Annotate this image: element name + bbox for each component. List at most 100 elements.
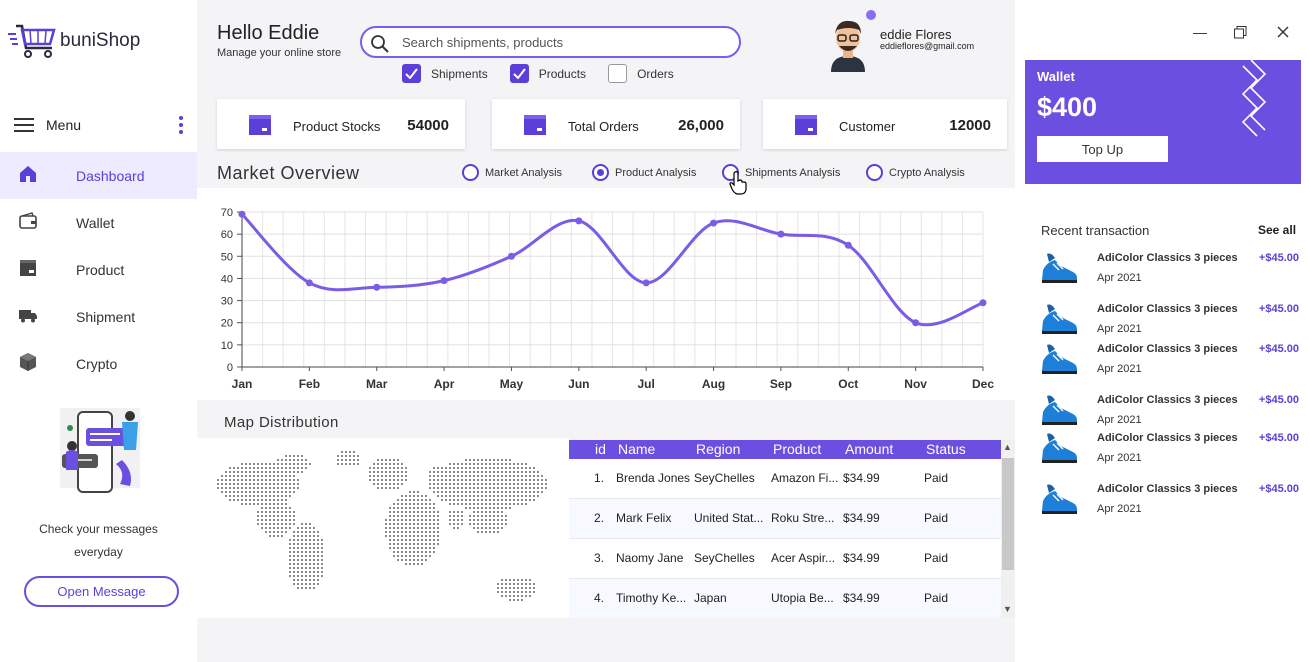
hamburger-icon[interactable] (14, 118, 34, 132)
table-row[interactable]: 4. Timothy Ke... Japan Utopia Be... $34.… (569, 579, 1001, 618)
radio-crypto-analysis[interactable]: Crypto Analysis (866, 164, 965, 181)
cell-region: Japan (694, 591, 727, 605)
map-dot (453, 523, 455, 525)
radio-label: Market Analysis (485, 166, 563, 179)
sidebar-item-dashboard[interactable]: Dashboard (0, 152, 197, 199)
map-dot (297, 467, 299, 469)
map-dot (473, 459, 475, 461)
map-dot (265, 483, 267, 485)
main-content: Hello Eddie Manage your online store Sea… (197, 0, 1015, 662)
table-row[interactable]: 3. Naomy Jane SeyChelles Acer Aspir... $… (569, 539, 1001, 579)
map-dot (293, 479, 295, 481)
radio-product-analysis[interactable]: Product Analysis (592, 164, 696, 181)
column-header-product[interactable]: Product (773, 441, 822, 457)
sidebar-item-product[interactable]: Product (0, 246, 197, 293)
transaction-item[interactable]: AdiColor Classics 3 pieces Apr 2021 +$45.0… (1039, 481, 1299, 525)
transaction-item[interactable]: AdiColor Classics 3 pieces Apr 2021 +$45.0… (1039, 301, 1299, 345)
stat-card-total-orders[interactable]: Total Orders 26,000 (492, 99, 740, 149)
transaction-item[interactable]: AdiColor Classics 3 pieces Apr 2021 +$45.0… (1039, 250, 1299, 294)
sidebar-item-crypto[interactable]: Crypto (0, 340, 197, 387)
column-header-name[interactable]: Name (618, 441, 656, 457)
map-dot (301, 563, 303, 565)
close-icon[interactable] (1277, 26, 1289, 38)
filter-shipments[interactable]: Shipments (402, 64, 488, 83)
map-dot (281, 531, 283, 533)
menu-toggle[interactable]: Menu (14, 114, 186, 136)
map-dot (457, 463, 459, 465)
map-dot (233, 495, 235, 497)
table-row[interactable]: 2. Mark Felix United Stat... Roku Stre..… (569, 499, 1001, 539)
top-up-button[interactable]: Top Up (1037, 136, 1168, 162)
map-dot (541, 491, 543, 493)
x-tick-label: Sep (770, 377, 792, 391)
map-dot (501, 475, 503, 477)
scroll-down-icon[interactable]: ▼ (1003, 604, 1012, 614)
user-profile[interactable]: eddie Flores eddieflores@gmail.com (827, 10, 987, 72)
maximize-icon[interactable] (1234, 26, 1247, 39)
map-dot (273, 515, 275, 517)
map-dot (453, 467, 455, 469)
radio-market-analysis[interactable]: Market Analysis (462, 164, 562, 181)
map-dot (281, 523, 283, 525)
map-dot (417, 491, 419, 493)
map-dot (249, 495, 251, 497)
column-header-region[interactable]: Region (696, 441, 741, 457)
map-dot (429, 535, 431, 537)
map-dot (501, 523, 503, 525)
map-dot (389, 519, 391, 521)
see-all-link[interactable]: See all (1258, 223, 1297, 237)
map-dot (401, 547, 403, 549)
map-dot (301, 575, 303, 577)
map-dot (425, 539, 427, 541)
column-header-id[interactable]: id (595, 441, 606, 457)
open-message-button[interactable]: Open Message (24, 576, 179, 607)
stat-card-customer[interactable]: Customer 12000 (763, 99, 1007, 149)
checkbox-checked[interactable] (509, 64, 529, 83)
map-dot (469, 515, 471, 517)
transaction-item[interactable]: AdiColor Classics 3 pieces Apr 2021 +$45.0… (1039, 341, 1299, 385)
map-dot (269, 535, 271, 537)
map-dot (441, 479, 443, 481)
map-dot (497, 507, 499, 509)
transaction-item[interactable]: AdiColor Classics 3 pieces Apr 2021 +$45.0… (1039, 430, 1299, 474)
map-dot (385, 471, 387, 473)
map-dot (497, 587, 499, 589)
cell-status: Paid (924, 511, 949, 525)
scroll-up-icon[interactable]: ▲ (1003, 442, 1012, 452)
map-dot (501, 499, 503, 501)
transaction-item[interactable]: AdiColor Classics 3 pieces Apr 2021 +$45.0… (1039, 392, 1299, 436)
table-scrollbar[interactable]: ▲ ▼ (1001, 440, 1015, 618)
stat-card-product-stocks[interactable]: Product Stocks 54000 (217, 99, 465, 149)
sidebar-item-wallet[interactable]: Wallet (0, 199, 197, 246)
map-dot (501, 507, 503, 509)
minimize-icon[interactable]: — (1193, 24, 1207, 40)
search-input[interactable]: Search shipments, products (360, 26, 741, 58)
filter-orders[interactable]: Orders (608, 64, 674, 83)
map-dot (465, 507, 467, 509)
map-dot (413, 523, 415, 525)
column-header-status[interactable]: Status (926, 441, 966, 457)
sidebar-item-shipment[interactable]: Shipment (0, 293, 197, 340)
map-dot (537, 487, 539, 489)
checkbox-unchecked[interactable] (608, 64, 628, 83)
radio-circle[interactable] (462, 164, 479, 181)
map-dot (285, 463, 287, 465)
checkbox-checked[interactable] (402, 64, 421, 83)
map-dot (313, 571, 315, 573)
radio-circle-selected[interactable] (592, 164, 609, 181)
data-point (777, 230, 785, 238)
map-dot (509, 467, 511, 469)
box-icon (795, 115, 817, 135)
map-dot (301, 527, 303, 529)
avatar[interactable] (827, 16, 869, 72)
map-dot (405, 499, 407, 501)
radio-circle[interactable] (866, 164, 883, 181)
table-row[interactable]: 1. Brenda Jones SeyChelles Amazon Fi... … (569, 459, 1001, 499)
x-tick-label: Jan (232, 377, 253, 391)
scrollbar-thumb[interactable] (1002, 458, 1014, 570)
filter-products[interactable]: Products (509, 64, 586, 83)
market-chart: 0 10 20 30 40 50 60 70 Jan Feb Mar Apr May Jun Jul Aug S… (197, 188, 1015, 400)
more-vertical-icon[interactable] (178, 116, 184, 134)
map-dot (261, 495, 263, 497)
column-header-amount[interactable]: Amount (845, 441, 894, 457)
